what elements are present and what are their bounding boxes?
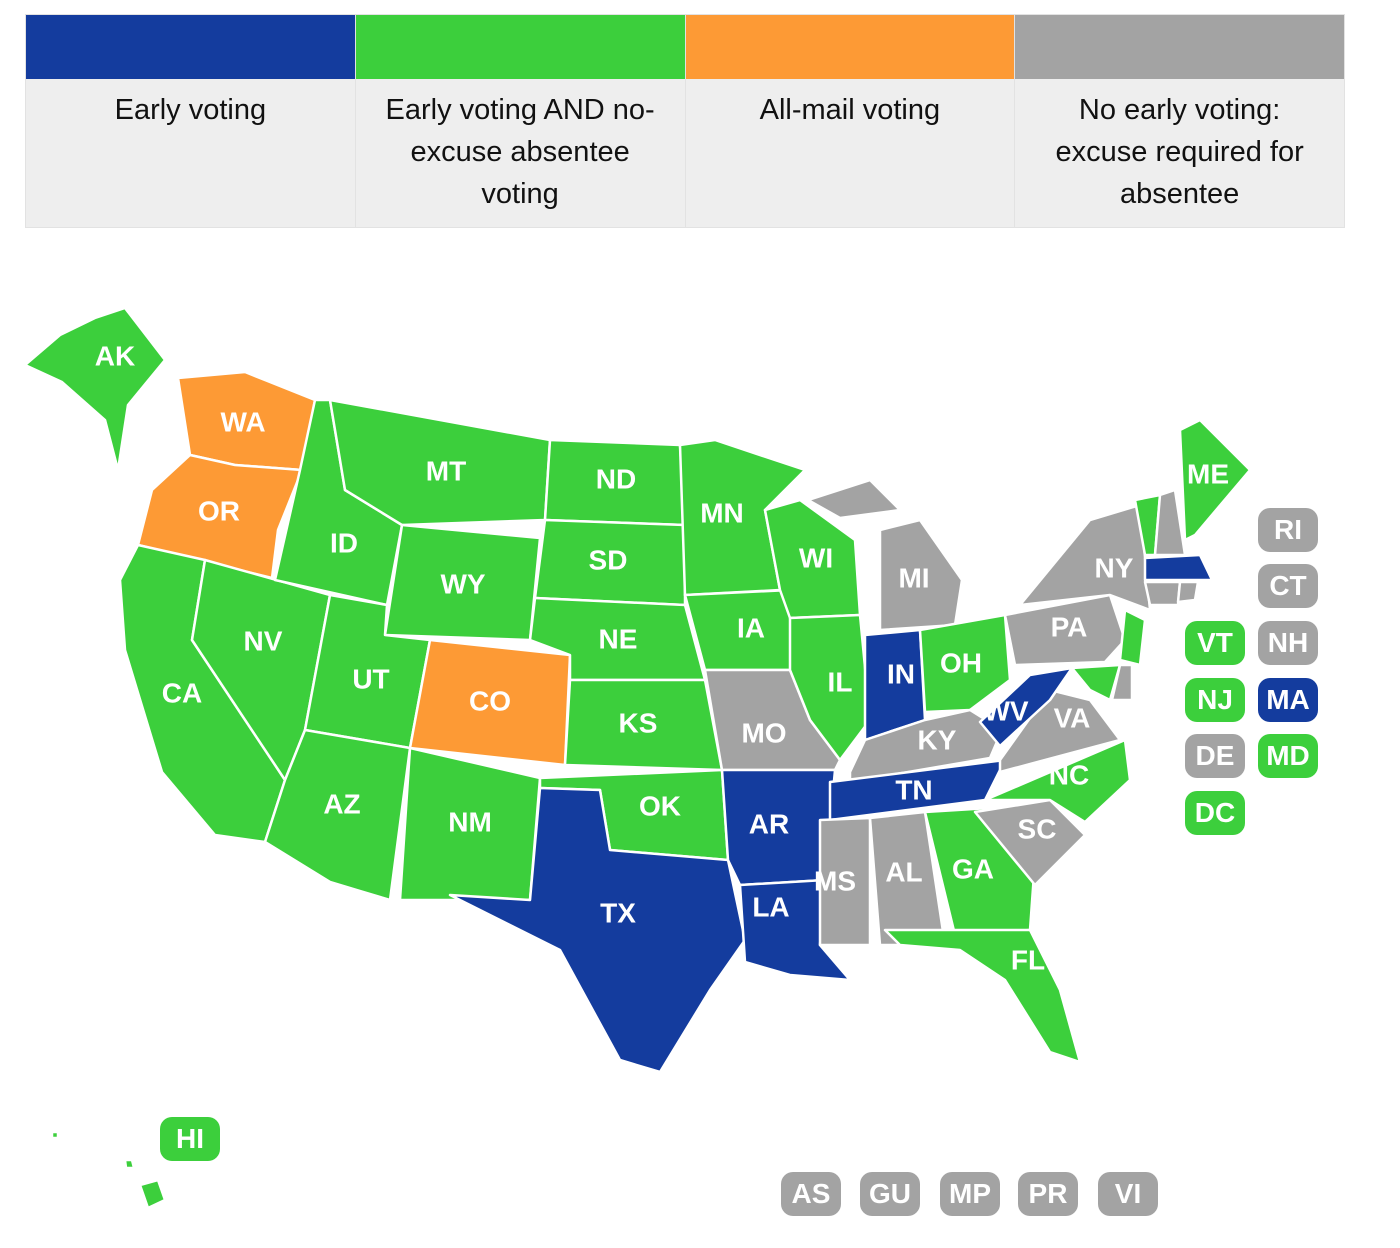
state-nj[interactable] [1118, 608, 1147, 667]
state-pill-hi[interactable]: HI [160, 1117, 220, 1161]
state-label-mi: MI [898, 562, 929, 593]
state-pill-ma[interactable]: MA [1258, 678, 1318, 722]
state-label-la: LA [752, 891, 789, 922]
state-label-or: OR [198, 495, 240, 526]
state-label-tx: TX [600, 897, 636, 928]
state-label-me: ME [1187, 458, 1229, 489]
legend-label: Early voting AND no-excuse absentee voti… [385, 94, 655, 210]
state-label-mn: MN [700, 497, 744, 528]
state-ma[interactable] [1143, 553, 1214, 582]
state-mt[interactable] [328, 398, 552, 527]
state-label-sc: SC [1018, 813, 1057, 844]
state-hi[interactable] [50, 1130, 60, 1140]
state-ak[interactable] [23, 306, 167, 472]
state-label-nm: NM [448, 806, 492, 837]
state-or[interactable] [136, 453, 304, 580]
state-sc[interactable] [973, 798, 1087, 887]
state-label-co: CO [469, 685, 511, 716]
state-label-ny: NY [1095, 552, 1134, 583]
state-label-mt: MT [426, 455, 466, 486]
state-wv[interactable] [978, 666, 1074, 748]
state-hi[interactable] [123, 1158, 136, 1170]
legend: Early voting Early voting AND no-excuse … [25, 14, 1345, 228]
state-ct[interactable] [1143, 580, 1182, 607]
state-label-ok: OK [639, 790, 681, 821]
state-label-oh: OH [940, 647, 982, 678]
state-label-wi: WI [799, 542, 833, 573]
state-pill-vt[interactable]: VT [1185, 621, 1245, 665]
state-label-fl: FL [1011, 944, 1045, 975]
legend-swatch [1015, 15, 1344, 79]
state-label-il: IL [828, 666, 853, 697]
state-label-ar: AR [749, 808, 789, 839]
state-label-nc: NC [1049, 759, 1089, 790]
state-nh[interactable] [1153, 488, 1187, 557]
state-label-in: IN [887, 658, 915, 689]
state-label-ks: KS [619, 707, 658, 738]
state-tx[interactable] [448, 786, 747, 1074]
state-label-ak: AK [95, 340, 135, 371]
state-label-ut: UT [352, 663, 389, 694]
legend-item-none: No early voting: excuse required for abs… [1015, 15, 1344, 227]
state-pill-md[interactable]: MD [1258, 734, 1318, 778]
state-il[interactable] [788, 613, 872, 762]
legend-item-early-noexcuse: Early voting AND no-excuse absentee voti… [355, 15, 686, 227]
state-label-ca: CA [162, 677, 202, 708]
state-label-ky: KY [918, 724, 957, 755]
legend-item-allmail: All-mail voting [685, 15, 1016, 227]
state-mi[interactable] [806, 478, 902, 520]
state-pill-de[interactable]: DE [1185, 734, 1245, 778]
state-ms[interactable] [818, 816, 872, 947]
legend-swatch [26, 15, 355, 79]
state-de[interactable] [1110, 663, 1134, 702]
state-hi[interactable] [138, 1178, 167, 1210]
state-label-ne: NE [599, 623, 638, 654]
territory-pill-pr[interactable]: PR [1018, 1172, 1078, 1216]
state-oh[interactable] [918, 613, 1012, 714]
state-md[interactable] [1070, 663, 1122, 702]
territory-pill-gu[interactable]: GU [860, 1172, 920, 1216]
state-label-nv: NV [244, 625, 283, 656]
state-pill-ct[interactable]: CT [1258, 564, 1318, 608]
legend-swatch [355, 15, 685, 79]
state-label-nd: ND [596, 463, 636, 494]
state-label-pa: PA [1051, 611, 1088, 642]
legend-item-early: Early voting [26, 15, 356, 227]
state-label-wy: WY [440, 568, 485, 599]
state-label-ia: IA [737, 612, 765, 643]
state-label-tn: TN [895, 774, 932, 805]
state-label-sd: SD [589, 544, 628, 575]
territory-pill-vi[interactable]: VI [1098, 1172, 1158, 1216]
state-label-az: AZ [323, 788, 360, 819]
territory-pill-as[interactable]: AS [781, 1172, 841, 1216]
state-pill-dc[interactable]: DC [1185, 791, 1245, 835]
state-pill-ri[interactable]: RI [1258, 508, 1318, 552]
legend-label: Early voting [114, 94, 267, 126]
state-label-mo: MO [741, 717, 786, 748]
legend-label: No early voting: excuse required for abs… [1055, 94, 1304, 210]
state-label-al: AL [885, 856, 922, 887]
territory-pill-mp[interactable]: MP [940, 1172, 1000, 1216]
state-label-wv: WV [983, 695, 1028, 726]
state-pill-nj[interactable]: NJ [1185, 678, 1245, 722]
state-label-id: ID [330, 527, 358, 558]
state-pill-nh[interactable]: NH [1258, 621, 1318, 665]
state-pa[interactable] [1003, 593, 1127, 667]
state-nc[interactable] [983, 738, 1132, 824]
state-label-ga: GA [952, 853, 994, 884]
state-fl[interactable] [883, 928, 1082, 1064]
state-mi[interactable] [878, 518, 964, 632]
state-label-ms: MS [814, 865, 856, 896]
legend-label: All-mail voting [759, 94, 941, 126]
state-ri[interactable] [1176, 580, 1200, 604]
state-label-va: VA [1054, 702, 1091, 733]
state-label-wa: WA [220, 406, 265, 437]
state-me[interactable] [1178, 418, 1252, 542]
legend-swatch [685, 15, 1015, 79]
